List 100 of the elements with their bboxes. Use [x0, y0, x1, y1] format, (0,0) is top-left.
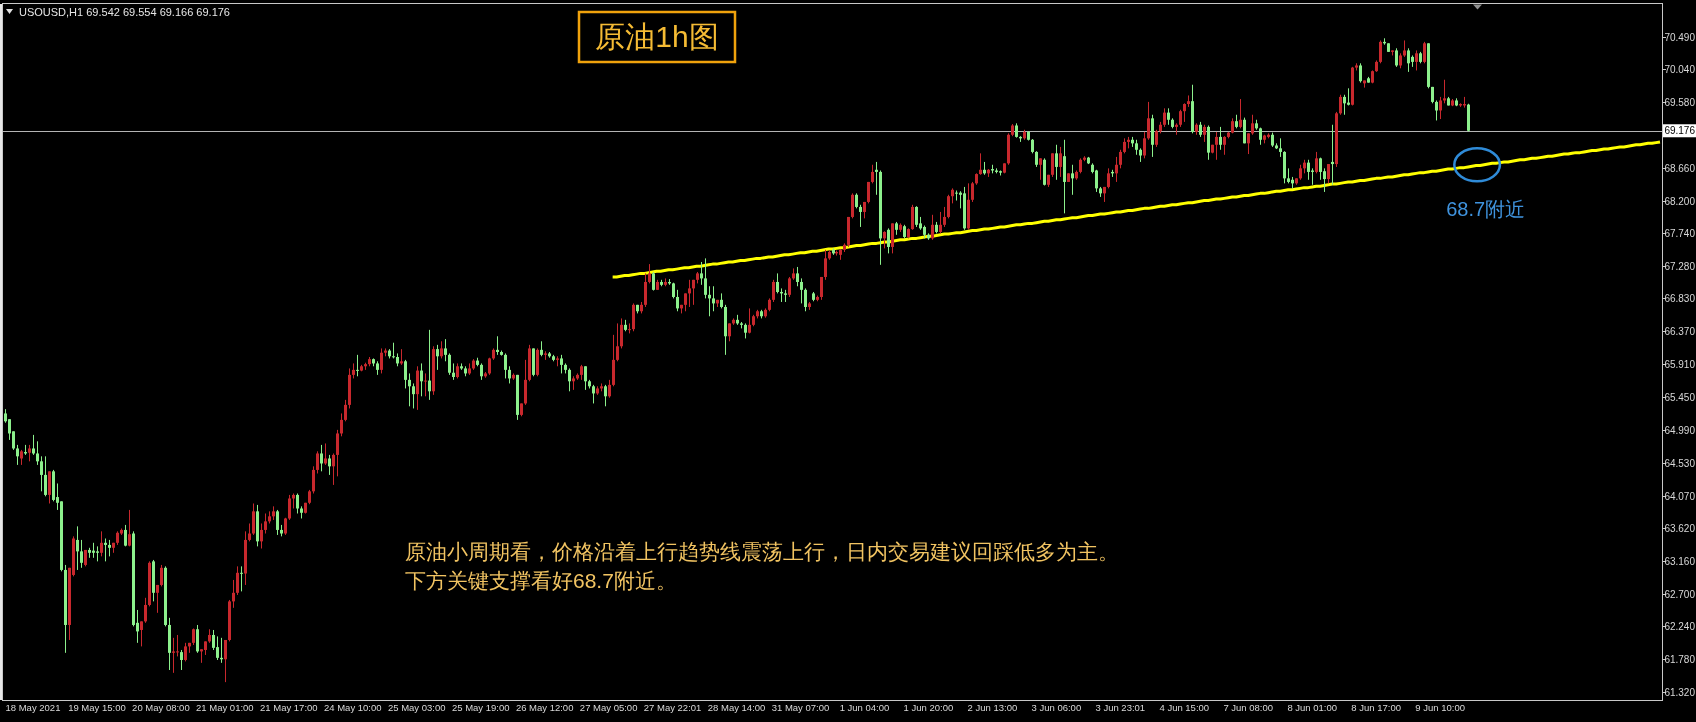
candlestick: [676, 289, 679, 312]
candlestick: [712, 285, 715, 312]
candlestick: [332, 452, 335, 486]
candlestick: [1215, 131, 1218, 161]
candlestick: [156, 584, 159, 614]
x-tick-label: 9 Jun 10:00: [1415, 702, 1465, 713]
x-tick-label: 27 May 22:01: [643, 702, 702, 713]
candlestick: [140, 620, 143, 647]
candlestick: [232, 579, 235, 609]
candlestick: [1311, 167, 1314, 186]
x-tick-label: 2 Jun 13:00: [967, 702, 1018, 713]
candlestick: [1339, 94, 1342, 116]
x-tick-label: 8 Jun 01:00: [1287, 702, 1338, 713]
y-tick-label: 68.200: [1664, 196, 1696, 207]
candlestick: [1243, 117, 1246, 144]
x-tick-label: 4 Jun 15:00: [1159, 702, 1210, 713]
candlestick: [824, 249, 827, 281]
candlestick: [1315, 151, 1318, 174]
x-tick-label: 8 Jun 17:00: [1351, 702, 1401, 713]
candlestick: [216, 635, 219, 661]
candlestick: [236, 565, 239, 596]
y-tick-label: 62.700: [1664, 589, 1696, 600]
candlestick: [1415, 49, 1418, 71]
y-tick-label: 63.160: [1664, 556, 1696, 567]
x-tick-label: 27 May 05:00: [579, 702, 638, 713]
candlestick: [16, 444, 19, 466]
candlestick: [859, 204, 862, 228]
candlestick: [1379, 39, 1382, 64]
candlestick: [340, 412, 343, 437]
candlestick: [312, 465, 315, 494]
x-tick-label: 18 May 2021: [5, 702, 61, 713]
candlestick: [971, 181, 974, 203]
candlestick: [296, 492, 299, 514]
candlestick: [887, 227, 890, 254]
candlestick: [1107, 167, 1110, 189]
candlestick: [943, 206, 946, 228]
y-tick-label: 70.490: [1664, 32, 1696, 43]
candlestick: [911, 204, 914, 231]
candlestick: [344, 399, 347, 422]
candlestick: [772, 279, 775, 303]
candlestick: [652, 271, 655, 292]
y-tick-label: 67.740: [1664, 228, 1696, 239]
annotation: 下方关键支撑看好68.7附近。: [405, 569, 677, 592]
annotation: 68.7附近: [1446, 197, 1526, 220]
candlestick: [100, 530, 103, 557]
candlestick: [180, 649, 183, 671]
candlestick: [1143, 131, 1146, 159]
y-tick-label: 69.580: [1664, 97, 1696, 108]
candlestick: [240, 565, 243, 592]
y-tick-label: 70.040: [1664, 64, 1696, 75]
candlestick: [524, 359, 527, 406]
x-tick-label: 21 May 17:00: [260, 702, 318, 713]
candlestick: [428, 329, 431, 401]
candlestick: [316, 450, 319, 474]
candlestick: [1115, 156, 1118, 183]
y-tick-label: 64.990: [1664, 425, 1696, 436]
candlestick: [1423, 41, 1426, 64]
candlestick: [1071, 164, 1074, 196]
candlestick: [1359, 62, 1362, 84]
candlestick: [616, 322, 619, 362]
x-tick-label: 1 Jun 20:00: [903, 702, 954, 713]
candlestick: [160, 564, 163, 587]
candlestick: [875, 161, 878, 196]
candlestick: [776, 272, 779, 294]
candlestick: [871, 164, 874, 184]
y-tick-label: 65.910: [1664, 359, 1696, 370]
candlestick: [1307, 159, 1310, 181]
x-tick-label: 20 May 08:00: [132, 702, 190, 713]
x-tick-label: 28 May 14:00: [707, 702, 766, 713]
y-tick-label: 66.830: [1664, 293, 1696, 304]
candlestick: [1059, 146, 1062, 178]
candlestick: [128, 509, 131, 547]
text: 原油1h图: [595, 20, 719, 53]
candlestick: [1435, 99, 1438, 121]
y-tick-label: 68.660: [1664, 163, 1696, 174]
candlestick: [1327, 163, 1330, 184]
candlestick: [692, 279, 695, 306]
candlestick: [584, 365, 587, 391]
candlestick: [592, 384, 595, 404]
candlestick: [260, 523, 263, 550]
candlestick: [1051, 152, 1054, 178]
candlestick: [1251, 114, 1254, 136]
y-tick-label: 63.620: [1664, 523, 1696, 534]
candlestick: [104, 538, 107, 562]
candlestick: [380, 347, 383, 374]
candlestick: [931, 214, 934, 241]
candlestick: [704, 257, 707, 299]
candlestick: [320, 444, 323, 472]
candlestick: [1331, 124, 1334, 186]
x-tick-label: 1 Jun 04:00: [839, 702, 890, 713]
candlestick: [420, 362, 423, 397]
candlestick: [915, 205, 918, 228]
x-tick-label: 21 May 01:00: [196, 702, 254, 713]
candlestick: [788, 276, 791, 298]
candlestick: [176, 634, 179, 657]
candlestick: [36, 440, 39, 466]
candlestick: [496, 335, 499, 356]
chart-subtitle: USOUSD,H1 69.542 69.554 69.166 69.176: [19, 6, 230, 18]
candlestick: [1407, 47, 1410, 73]
x-tick-label: 26 May 12:00: [515, 702, 574, 713]
